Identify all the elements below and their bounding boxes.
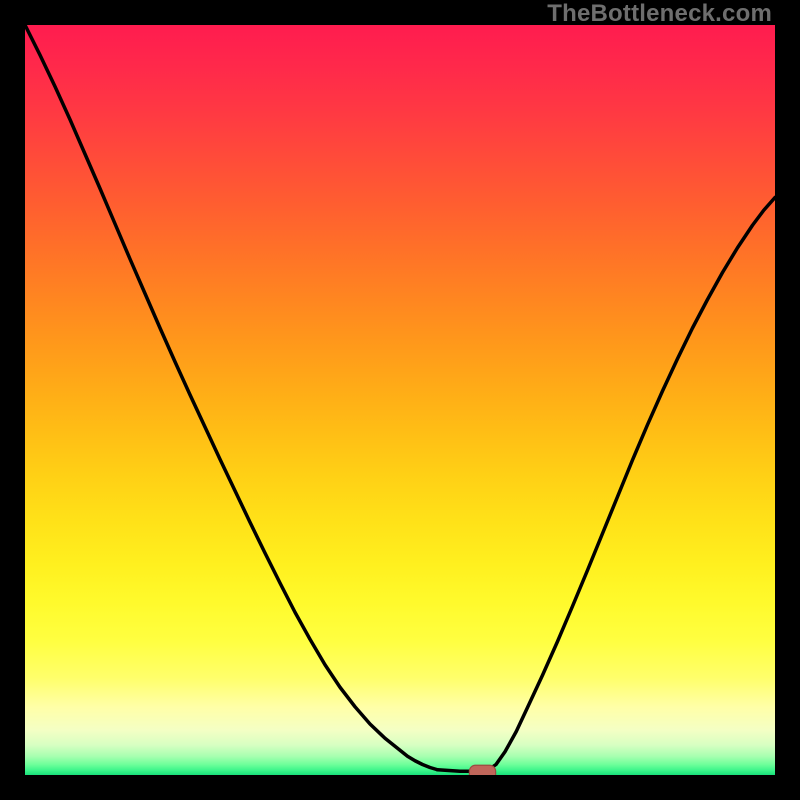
- bottleneck-chart: [25, 25, 775, 775]
- chart-container: TheBottleneck.com: [0, 0, 800, 800]
- gradient-background: [25, 25, 775, 775]
- watermark-text: TheBottleneck.com: [547, 0, 772, 28]
- apex-marker: [469, 765, 495, 775]
- marker-group: [469, 765, 495, 775]
